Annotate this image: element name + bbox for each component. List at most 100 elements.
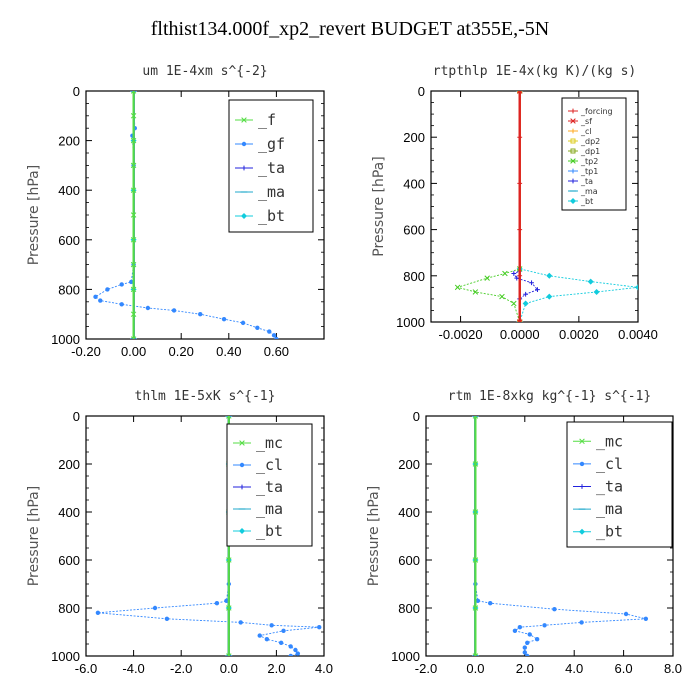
legend-marker xyxy=(570,198,576,204)
data-point xyxy=(119,302,124,307)
legend-marker xyxy=(570,128,576,134)
data-point xyxy=(274,336,279,339)
x-tick-label: -0.0020 xyxy=(439,327,483,342)
y-axis-label: Pressure [hPa] xyxy=(26,165,42,265)
legend: _mc _cl _ta _ma _bt xyxy=(226,423,313,547)
data-point xyxy=(522,650,527,655)
chart-panel-1: um 1E-4xm s^{-2} 0 200 400 600 800 1000-0.20 0.… xyxy=(26,64,325,359)
legend-label: _tp2 xyxy=(580,157,598,166)
y-tick-label: 200 xyxy=(58,134,80,149)
legend-label: _ma xyxy=(256,500,283,518)
legend: _mc _cl _ta _ma _bt xyxy=(566,421,673,548)
data-point xyxy=(546,272,553,279)
data-point xyxy=(529,280,534,286)
chart-panel-2: rtpthlp 1E-4x(kg K)/(kg s) 0 200 400 600 800 1… xyxy=(371,64,658,342)
legend-label: _mc xyxy=(596,432,623,450)
legend-marker xyxy=(570,138,576,144)
legend-box xyxy=(228,99,314,233)
y-tick-label: 1000 xyxy=(51,332,80,347)
data-point xyxy=(130,212,137,218)
data-point xyxy=(517,227,523,232)
data-point xyxy=(130,113,137,119)
y-axis-label: Pressure [hPa] xyxy=(371,156,387,256)
x-tick-label: 0.20 xyxy=(169,344,194,359)
data-point xyxy=(502,270,508,277)
data-point xyxy=(579,620,584,625)
data-point xyxy=(593,288,600,295)
data-point xyxy=(527,632,532,637)
x-tick-label: -0.20 xyxy=(71,344,101,359)
data-point xyxy=(552,607,557,612)
data-point xyxy=(221,316,227,322)
x-tick-label: 0.0000 xyxy=(500,327,540,342)
data-point xyxy=(523,291,529,297)
data-point xyxy=(516,91,523,94)
data-point xyxy=(130,336,137,339)
legend-label: _ta xyxy=(258,159,285,177)
y-tick-label: 600 xyxy=(58,233,80,248)
y-axis-label: Pressure [hPa] xyxy=(366,486,382,586)
series-group xyxy=(93,91,279,339)
panel-title: um 1E-4xm s^{-2} xyxy=(142,64,267,79)
legend-marker xyxy=(579,484,585,489)
legend: _forcing_sf_cl_dp2_dp1_tp2_tp1_ta_ma_bt xyxy=(561,97,627,211)
data-point xyxy=(472,557,479,563)
data-point xyxy=(226,605,232,611)
data-point xyxy=(214,601,220,606)
x-tick-label: 4.0 xyxy=(315,661,333,676)
legend-marker xyxy=(570,178,576,184)
y-tick-label: 600 xyxy=(398,553,420,568)
panel-title: thlm 1E-5xK s^{-1} xyxy=(135,389,276,404)
y-tick-label: 200 xyxy=(398,457,420,472)
data-point xyxy=(119,282,124,287)
x-tick-label: -6.0 xyxy=(75,661,97,676)
legend-label: _ta xyxy=(596,478,623,496)
legend-marker xyxy=(579,461,585,467)
legend-label: _gf xyxy=(258,135,285,153)
data-point xyxy=(226,416,232,419)
x-tick-label: 0.0 xyxy=(220,661,238,676)
data-point xyxy=(171,308,177,313)
data-point xyxy=(499,293,505,300)
x-tick-label: -2.0 xyxy=(170,661,192,676)
legend-label: _bt xyxy=(580,197,593,206)
y-tick-label: 400 xyxy=(398,505,420,520)
panel-title: rtpthlp 1E-4x(kg K)/(kg s) xyxy=(433,64,637,79)
legend-label: _ta xyxy=(580,177,593,186)
legend-marker xyxy=(241,213,247,219)
y-tick-label: 400 xyxy=(403,176,425,191)
data-point xyxy=(514,275,520,281)
x-tick-label: 2.0 xyxy=(267,661,285,676)
legend-label: _tp1 xyxy=(580,167,598,176)
x-tick-label: -2.0 xyxy=(415,661,437,676)
legend-marker xyxy=(241,165,247,171)
series-group xyxy=(454,91,638,322)
legend-label: _ma xyxy=(596,500,623,518)
x-tick-label: 8.0 xyxy=(664,661,682,676)
data-point xyxy=(488,601,493,606)
y-tick-label: 0 xyxy=(418,84,425,99)
data-point xyxy=(517,134,523,140)
data-point xyxy=(522,645,527,650)
y-tick-label: 1000 xyxy=(391,649,420,664)
data-point xyxy=(98,298,103,303)
data-point xyxy=(512,628,518,633)
x-tick-label: 2.0 xyxy=(516,661,534,676)
data-point xyxy=(517,319,523,322)
y-tick-label: 0 xyxy=(73,409,80,424)
legend-label: _cl xyxy=(256,456,283,474)
data-point xyxy=(472,509,479,515)
data-point xyxy=(517,91,523,94)
data-point xyxy=(517,625,523,630)
legend-label: _bt xyxy=(258,207,285,225)
y-axis-label: Pressure [hPa] xyxy=(26,486,42,586)
data-point xyxy=(152,605,158,611)
y-tick-label: 1000 xyxy=(396,315,425,330)
x-tick-label: -4.0 xyxy=(122,661,144,676)
data-point xyxy=(534,637,540,642)
legend-marker xyxy=(570,118,576,124)
data-point xyxy=(546,293,553,300)
data-point xyxy=(525,653,530,656)
data-point xyxy=(257,633,262,638)
data-point xyxy=(288,644,293,649)
